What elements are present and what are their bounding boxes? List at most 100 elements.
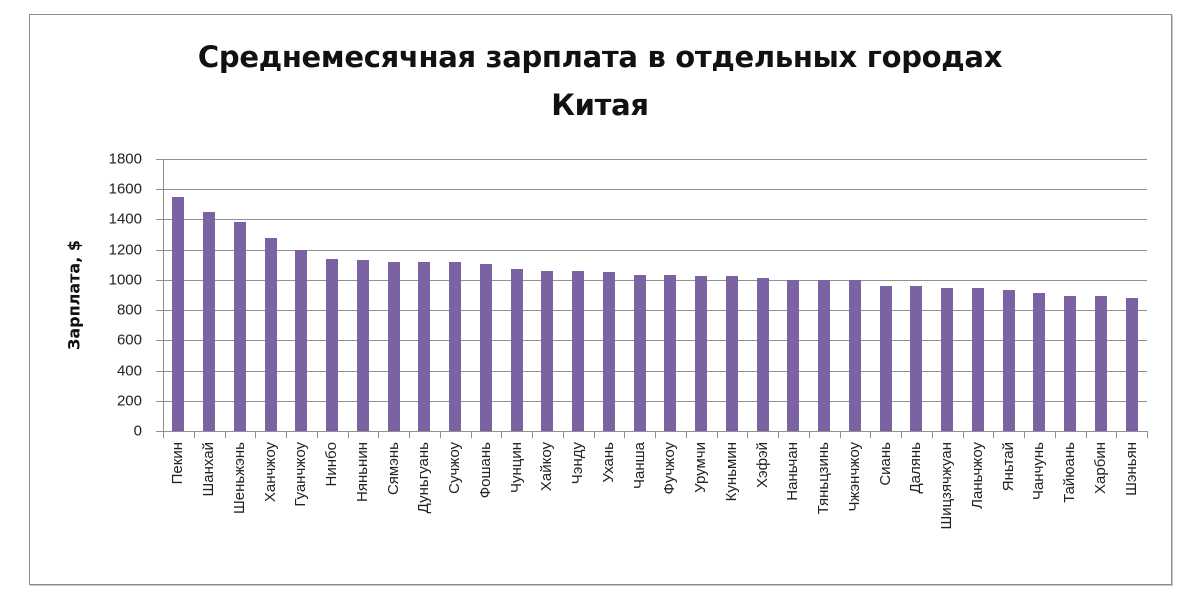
x-category-label: Чжэнчжоу xyxy=(846,442,863,512)
y-tick-label: 0 xyxy=(133,422,142,440)
bar-9 xyxy=(418,262,430,431)
x-tick-mark xyxy=(286,431,287,438)
x-tick-mark xyxy=(1116,431,1117,438)
bar-24 xyxy=(880,286,892,431)
x-tick-mark xyxy=(624,431,625,438)
x-category-label: Шанхай xyxy=(200,442,217,497)
bar-19 xyxy=(726,276,738,431)
bar-26 xyxy=(941,288,953,431)
x-category-label: Тайюань xyxy=(1061,442,1078,503)
x-tick-mark xyxy=(809,431,810,438)
x-tick-mark xyxy=(194,431,195,438)
x-category-label: Тяньцзинь xyxy=(815,442,832,515)
x-tick-mark xyxy=(747,431,748,438)
y-tick-label: 1000 xyxy=(108,271,142,289)
x-category-label: Урумчи xyxy=(692,442,709,493)
x-tick-mark xyxy=(501,431,502,438)
x-tick-mark xyxy=(655,431,656,438)
bar-6 xyxy=(326,259,338,431)
x-category-label: Шеньжэнь xyxy=(231,442,248,514)
x-tick-mark xyxy=(778,431,779,438)
x-category-label: Няньнин xyxy=(354,442,371,502)
bar-10 xyxy=(449,262,461,431)
x-category-label: Сучжоу xyxy=(446,442,463,494)
y-tick-label: 1400 xyxy=(108,210,142,228)
x-tick-mark xyxy=(901,431,902,438)
bar-14 xyxy=(572,271,584,431)
x-tick-mark xyxy=(686,431,687,438)
bar-7 xyxy=(357,260,369,431)
x-tick-mark xyxy=(870,431,871,438)
y-tick-label: 200 xyxy=(116,392,142,410)
x-category-label: Шицзячжуан xyxy=(938,442,955,530)
x-tick-mark xyxy=(255,431,256,438)
x-tick-mark xyxy=(594,431,595,438)
x-category-label: Хайкоу xyxy=(538,442,555,492)
x-category-label: Чэнду xyxy=(569,442,586,485)
x-tick-mark xyxy=(163,431,164,438)
bar-17 xyxy=(664,275,676,431)
y-tick-label: 1800 xyxy=(108,150,142,168)
x-tick-mark xyxy=(471,431,472,438)
x-category-label: Нинбо xyxy=(323,442,340,487)
x-category-label: Чунцин xyxy=(508,442,525,494)
gridline xyxy=(156,189,1147,190)
gridline xyxy=(156,371,1147,372)
x-category-label: Наньчан xyxy=(784,442,801,501)
bar-12 xyxy=(511,269,523,431)
chart-title-line-1: Среднемесячная зарплата в отдельных горо… xyxy=(197,40,1003,74)
x-tick-mark xyxy=(963,431,964,438)
gridline xyxy=(156,401,1147,402)
bar-28 xyxy=(1003,290,1015,431)
gridline xyxy=(156,280,1147,281)
x-category-label: Сиань xyxy=(877,442,894,486)
bar-32 xyxy=(1126,298,1138,431)
gridline xyxy=(156,159,1147,160)
x-category-label: Фучжоу xyxy=(661,442,678,495)
bar-30 xyxy=(1064,296,1076,431)
bar-8 xyxy=(388,262,400,431)
bar-21 xyxy=(787,280,799,431)
bar-20 xyxy=(757,278,769,431)
x-category-label: Харбин xyxy=(1092,442,1109,494)
x-category-label: Яньтай xyxy=(1000,442,1017,492)
x-tick-mark xyxy=(348,431,349,438)
x-category-label: Гуанчжоу xyxy=(292,442,309,507)
bar-11 xyxy=(480,264,492,431)
x-category-label: Фошань xyxy=(477,442,494,499)
bar-16 xyxy=(634,275,646,431)
x-category-label: Ухань xyxy=(600,442,617,483)
bar-31 xyxy=(1095,296,1107,431)
x-tick-mark xyxy=(225,431,226,438)
x-tick-mark xyxy=(1055,431,1056,438)
bar-15 xyxy=(603,272,615,431)
x-category-label: Ланьчжоу xyxy=(969,442,986,509)
y-tick-label: 400 xyxy=(116,362,142,380)
chart-title-line-2: Китая xyxy=(551,88,649,122)
x-tick-mark xyxy=(1086,431,1087,438)
y-axis xyxy=(163,159,164,432)
bar-2 xyxy=(203,212,215,431)
y-tick-label: 1600 xyxy=(108,180,142,198)
x-tick-mark xyxy=(532,431,533,438)
y-tick-label: 800 xyxy=(116,301,142,319)
bar-22 xyxy=(818,280,830,431)
x-tick-mark xyxy=(717,431,718,438)
gridline xyxy=(156,340,1147,341)
x-tick-mark xyxy=(317,431,318,438)
bar-18 xyxy=(695,276,707,431)
x-tick-mark xyxy=(993,431,994,438)
x-tick-mark xyxy=(840,431,841,438)
bar-4 xyxy=(265,238,277,431)
bar-29 xyxy=(1033,293,1045,431)
bar-1 xyxy=(172,197,184,431)
x-tick-mark xyxy=(440,431,441,438)
x-category-label: Шэньян xyxy=(1123,442,1140,496)
y-axis-label: Зарплата, $ xyxy=(64,239,84,351)
x-category-label: Чанчунь xyxy=(1030,442,1047,501)
bar-27 xyxy=(972,288,984,431)
x-tick-mark xyxy=(409,431,410,438)
x-category-label: Далянь xyxy=(907,442,924,494)
x-tick-mark xyxy=(1024,431,1025,438)
y-tick-label: 600 xyxy=(116,331,142,349)
